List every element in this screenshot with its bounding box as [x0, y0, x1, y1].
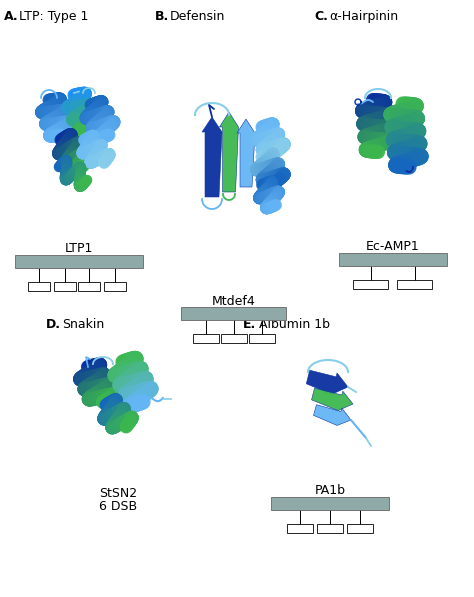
Text: Ec-AMP1: Ec-AMP1 — [366, 240, 420, 253]
Polygon shape — [202, 117, 222, 197]
Text: A.: A. — [4, 10, 18, 23]
Text: StSN2: StSN2 — [99, 487, 137, 500]
Bar — [398, 280, 432, 289]
Text: Defensin: Defensin — [170, 10, 225, 23]
Text: Mtdef4: Mtdef4 — [212, 295, 256, 308]
Bar — [221, 334, 247, 343]
Bar — [15, 255, 143, 268]
Text: PA1b: PA1b — [315, 484, 346, 497]
Text: D.: D. — [46, 318, 61, 331]
Bar — [193, 334, 219, 343]
Text: C.: C. — [314, 10, 328, 23]
Bar — [28, 282, 50, 291]
Polygon shape — [313, 405, 351, 426]
Text: LTP: Type 1: LTP: Type 1 — [19, 10, 88, 23]
Bar — [78, 282, 100, 291]
Bar — [54, 282, 76, 291]
Bar — [287, 524, 313, 533]
Text: α-Hairpinin: α-Hairpinin — [329, 10, 398, 23]
Bar — [354, 280, 389, 289]
Polygon shape — [311, 388, 353, 411]
Bar — [271, 497, 389, 510]
Bar — [104, 282, 126, 291]
Text: Albumin 1b: Albumin 1b — [259, 318, 330, 331]
Bar — [317, 524, 343, 533]
Polygon shape — [306, 370, 348, 394]
Text: Snakin: Snakin — [62, 318, 104, 331]
Text: LTP1: LTP1 — [65, 242, 93, 255]
Text: B.: B. — [155, 10, 169, 23]
Polygon shape — [237, 119, 255, 187]
Text: E.: E. — [243, 318, 256, 331]
Bar — [339, 253, 447, 266]
Text: 6 DSB: 6 DSB — [99, 500, 137, 513]
Bar — [347, 524, 373, 533]
Bar — [182, 307, 286, 320]
Polygon shape — [219, 112, 238, 192]
Bar — [249, 334, 275, 343]
